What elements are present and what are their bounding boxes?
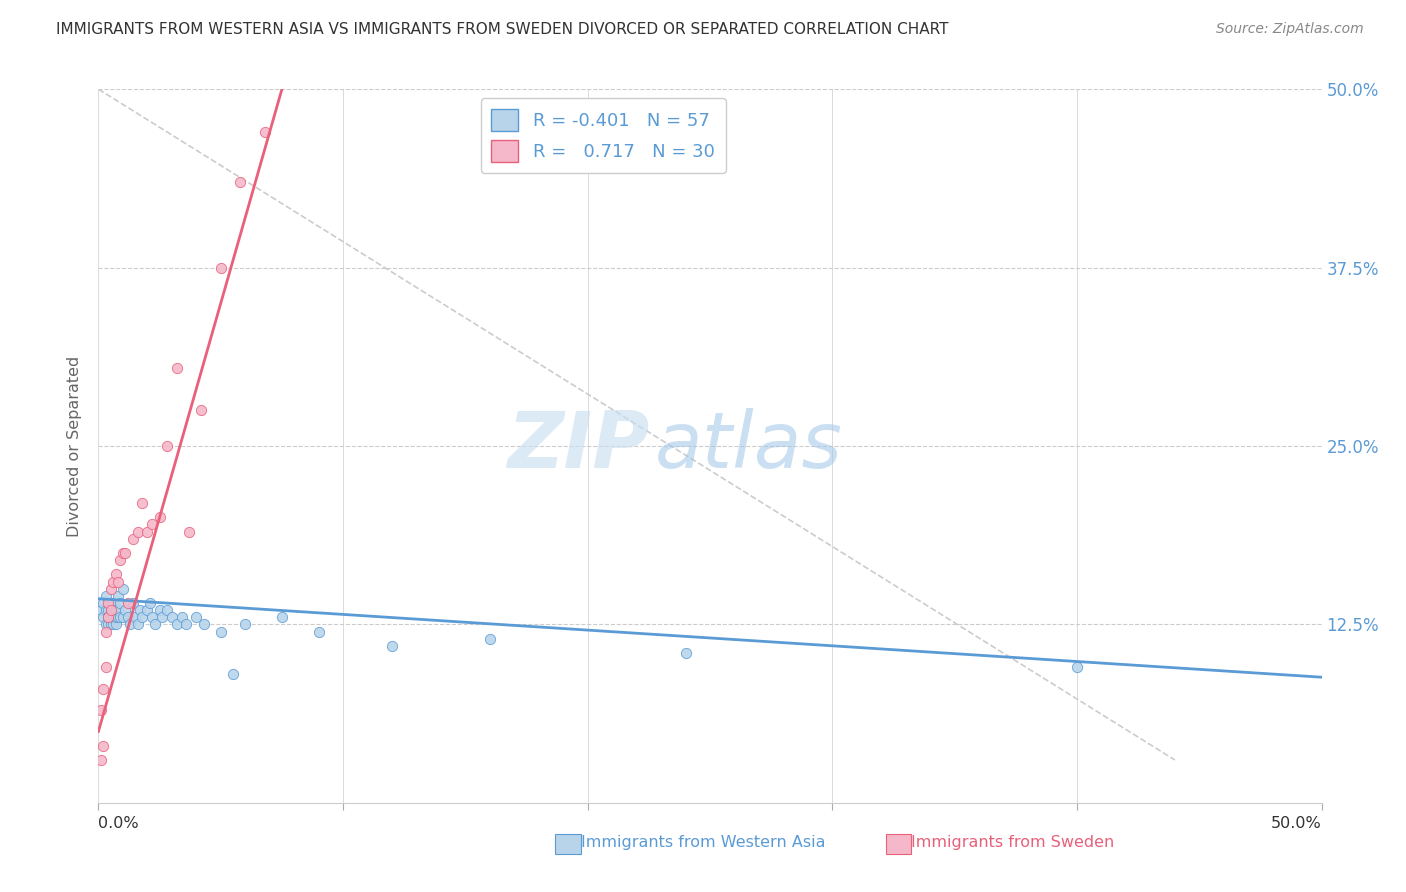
Point: [97, 596, 120, 610]
Text: Immigrants from Sweden: Immigrants from Sweden: [911, 836, 1114, 850]
Point: [156, 603, 179, 617]
Point: [91, 739, 114, 753]
Point: [121, 596, 143, 610]
Point: [90, 703, 112, 717]
Point: [90, 753, 112, 767]
Point: [149, 510, 172, 524]
Text: 50.0%: 50.0%: [1271, 816, 1322, 831]
Point: [166, 617, 188, 632]
Point: [209, 260, 232, 275]
Point: [91, 610, 114, 624]
Point: [111, 546, 134, 560]
Point: [127, 524, 149, 539]
Point: [170, 610, 193, 624]
Point: [94, 660, 117, 674]
Point: [91, 596, 114, 610]
Point: [100, 603, 122, 617]
Point: [209, 624, 232, 639]
Point: [143, 617, 166, 632]
Point: [104, 603, 127, 617]
Point: [177, 524, 200, 539]
Y-axis label: Divorced or Separated: Divorced or Separated: [67, 355, 83, 537]
Point: [111, 582, 134, 596]
Point: [222, 667, 245, 681]
Point: [107, 610, 129, 624]
Text: ZIP: ZIP: [506, 408, 650, 484]
Point: [117, 610, 139, 624]
Point: [100, 582, 122, 596]
Point: [190, 403, 212, 417]
Point: [270, 610, 294, 624]
Point: [97, 617, 120, 632]
Point: [253, 125, 276, 139]
Point: [97, 610, 120, 624]
Point: [136, 603, 159, 617]
Point: [176, 617, 198, 632]
Point: [100, 610, 122, 624]
Point: [104, 617, 127, 632]
Point: [1066, 660, 1088, 674]
Text: 0.0%: 0.0%: [98, 816, 139, 831]
Point: [104, 567, 127, 582]
Point: [131, 496, 153, 510]
Point: [94, 624, 117, 639]
Point: [129, 603, 152, 617]
Legend: R = -0.401   N = 57, R =   0.717   N = 30: R = -0.401 N = 57, R = 0.717 N = 30: [481, 98, 725, 173]
Point: [101, 610, 124, 624]
Text: Source: ZipAtlas.com: Source: ZipAtlas.com: [1216, 22, 1364, 37]
Point: [136, 524, 159, 539]
Point: [100, 596, 122, 610]
Point: [127, 617, 149, 632]
Point: [100, 617, 122, 632]
Point: [229, 175, 252, 189]
Point: [308, 624, 330, 639]
Point: [110, 553, 132, 567]
Text: Immigrants from Western Asia: Immigrants from Western Asia: [581, 836, 825, 850]
Point: [94, 617, 117, 632]
Point: [121, 532, 143, 546]
Point: [114, 546, 136, 560]
Point: [141, 517, 163, 532]
Point: [94, 589, 117, 603]
Point: [186, 610, 208, 624]
Point: [107, 574, 129, 589]
Point: [91, 681, 114, 696]
Point: [97, 610, 120, 624]
Point: [107, 589, 129, 603]
Point: [675, 646, 697, 660]
Point: [100, 603, 122, 617]
Point: [160, 610, 183, 624]
Point: [101, 574, 124, 589]
Point: [97, 603, 120, 617]
Text: IMMIGRANTS FROM WESTERN ASIA VS IMMIGRANTS FROM SWEDEN DIVORCED OR SEPARATED COR: IMMIGRANTS FROM WESTERN ASIA VS IMMIGRAN…: [56, 22, 949, 37]
Point: [381, 639, 404, 653]
Point: [107, 603, 129, 617]
Point: [101, 603, 124, 617]
Text: atlas: atlas: [655, 408, 842, 484]
Point: [90, 603, 112, 617]
Point: [110, 596, 132, 610]
Point: [193, 617, 215, 632]
Point: [94, 603, 117, 617]
Point: [139, 596, 162, 610]
Point: [104, 610, 127, 624]
Point: [166, 360, 188, 375]
Point: [233, 617, 256, 632]
Point: [478, 632, 501, 646]
Point: [156, 439, 179, 453]
Point: [101, 596, 124, 610]
Point: [141, 610, 163, 624]
Point: [150, 610, 173, 624]
Point: [111, 610, 134, 624]
Point: [131, 610, 153, 624]
Point: [101, 617, 124, 632]
Point: [149, 603, 172, 617]
Point: [124, 610, 146, 624]
Point: [120, 617, 142, 632]
Point: [110, 610, 132, 624]
Point: [114, 603, 136, 617]
Point: [117, 596, 139, 610]
